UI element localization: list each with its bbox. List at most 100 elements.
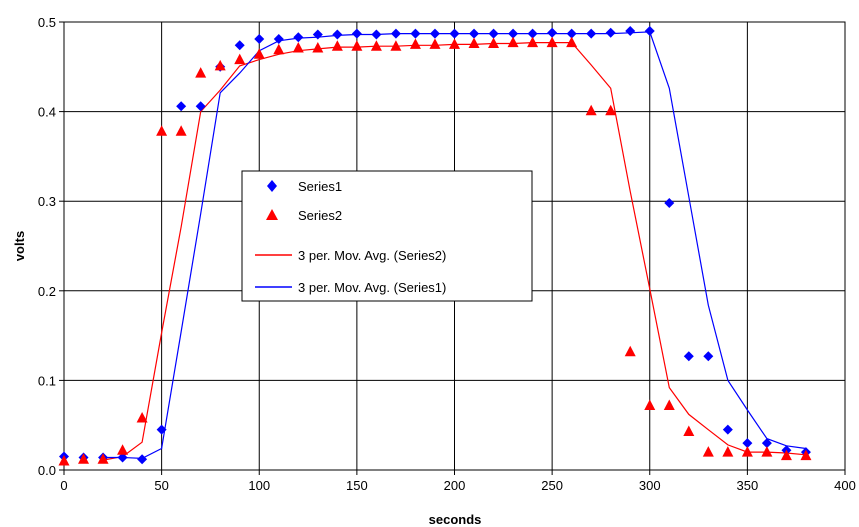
series2-point xyxy=(390,40,402,51)
series1-point xyxy=(527,28,538,39)
series2-point xyxy=(527,36,539,48)
series2-point xyxy=(683,425,695,436)
legend-entry-series1: Series1 xyxy=(267,179,342,194)
series2-point xyxy=(468,37,480,49)
series1-point xyxy=(703,351,714,362)
legend-movavg-series2-label: 3 per. Mov. Avg. (Series2) xyxy=(298,248,446,263)
x-tick-label: 250 xyxy=(541,478,563,493)
series2-point xyxy=(449,38,460,49)
series1-point xyxy=(273,34,284,45)
series1-point xyxy=(508,28,519,39)
legend-entry-movavg-series1: 3 per. Mov. Avg. (Series1) xyxy=(255,280,446,295)
legend-box xyxy=(241,170,533,302)
series1-point xyxy=(234,40,245,51)
series1-point xyxy=(586,28,597,39)
series2-point xyxy=(312,41,324,53)
series2-point xyxy=(136,412,148,423)
legend-series1-label: Series1 xyxy=(298,179,342,194)
y-tick-label: 0.3 xyxy=(38,194,56,209)
series1-point xyxy=(254,34,265,45)
series1-point xyxy=(156,424,167,435)
series2-point xyxy=(253,48,265,59)
series1-point xyxy=(410,28,421,39)
series1-point xyxy=(683,351,694,362)
series2-point xyxy=(409,38,421,49)
series2-point xyxy=(566,36,578,48)
series2-point xyxy=(644,399,656,410)
series2-point xyxy=(624,345,636,357)
x-axis-title: seconds xyxy=(429,512,482,527)
y-tick-label: 0.4 xyxy=(38,105,56,120)
series1-point xyxy=(429,28,440,39)
y-axis-title: volts xyxy=(12,231,27,261)
legend-series2-label: Series2 xyxy=(298,208,342,223)
series1-point xyxy=(293,32,304,43)
series1-point xyxy=(312,29,323,40)
series2-point xyxy=(273,43,285,55)
legend-series2-marker xyxy=(266,209,278,220)
series2-point xyxy=(331,40,343,51)
series2-point xyxy=(780,449,792,461)
series1-point xyxy=(390,28,401,39)
series1-point xyxy=(469,28,480,39)
series2-point xyxy=(722,446,734,457)
series2-point xyxy=(370,40,382,51)
x-tick-label: 300 xyxy=(639,478,661,493)
series2-point xyxy=(741,446,753,457)
series1-point xyxy=(488,28,499,39)
series2-point xyxy=(488,37,500,49)
x-tick-label: 350 xyxy=(737,478,759,493)
series1-point xyxy=(371,29,382,40)
series2-point xyxy=(605,104,617,116)
legend-movavg-series1-label: 3 per. Mov. Avg. (Series1) xyxy=(298,280,446,295)
series1-point xyxy=(176,101,187,112)
legend-entry-movavg-series2: 3 per. Mov. Avg. (Series2) xyxy=(255,248,446,263)
series2-point xyxy=(214,59,226,71)
series1-point xyxy=(605,27,616,38)
series1-point xyxy=(547,27,558,38)
y-tick-label: 0.1 xyxy=(38,373,56,388)
x-tick-label: 400 xyxy=(834,478,856,493)
x-tick-label: 0 xyxy=(60,478,67,493)
y-tick-label: 0.0 xyxy=(38,463,56,478)
x-tick-label: 200 xyxy=(444,478,466,493)
series2-point xyxy=(234,53,246,65)
series2-point xyxy=(78,453,90,464)
series2-point xyxy=(761,446,773,457)
series1-point xyxy=(722,424,733,435)
x-tick-label: 150 xyxy=(346,478,368,493)
series2-point xyxy=(117,444,129,455)
series1-point xyxy=(625,25,636,36)
series1-point xyxy=(761,438,772,449)
series2-point xyxy=(58,455,70,466)
series2-point xyxy=(800,449,812,461)
series2-point xyxy=(156,125,168,136)
ticks-layer: 0 50 100 150 200 250 300 350 400 0.0 0.1 0.2 0.3 0.4 0… xyxy=(38,15,856,493)
series1-point xyxy=(664,197,675,208)
series2-point xyxy=(702,446,714,457)
legend: Series1 Series2 3 per. Mov. Avg. (Series… xyxy=(241,170,533,302)
y-tick-label: 0.2 xyxy=(38,284,56,299)
series1-point xyxy=(117,452,128,463)
series1-point xyxy=(449,28,460,39)
y-tick-label: 0.5 xyxy=(38,15,56,30)
series2-point xyxy=(292,41,304,53)
series1-point xyxy=(195,101,206,112)
series1-point xyxy=(644,25,655,36)
series2-point xyxy=(546,36,558,48)
legend-entry-series2: Series2 xyxy=(266,208,342,223)
series2-point xyxy=(663,399,675,410)
series2-point xyxy=(195,67,207,78)
series1-point xyxy=(742,438,753,449)
legend-series1-marker xyxy=(267,180,277,192)
series2-point xyxy=(97,453,109,464)
series1-point xyxy=(566,28,577,39)
series2-point xyxy=(507,36,519,48)
series2-point xyxy=(175,125,187,136)
series2-point xyxy=(429,38,441,49)
x-tick-label: 50 xyxy=(154,478,168,493)
x-tick-label: 100 xyxy=(248,478,270,493)
series-layer xyxy=(58,25,812,466)
